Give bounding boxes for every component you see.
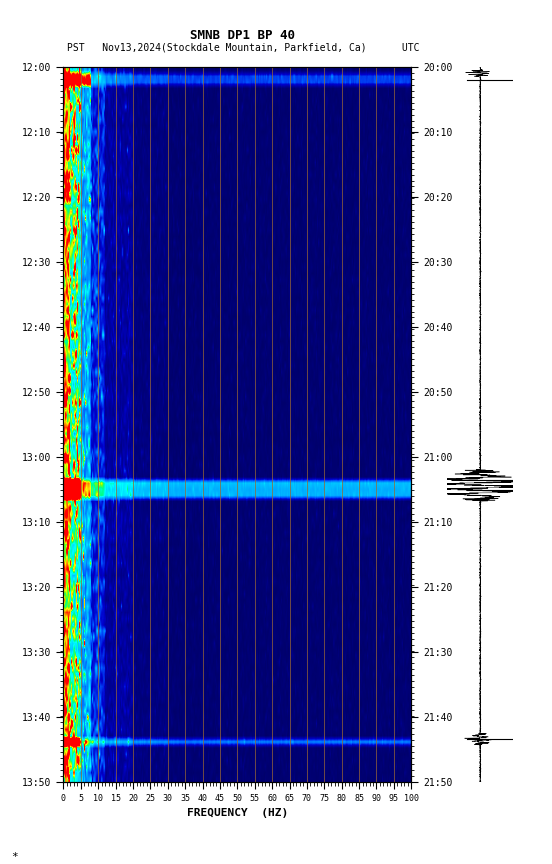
Text: PST   Nov13,2024(Stockdale Mountain, Parkfield, Ca)      UTC: PST Nov13,2024(Stockdale Mountain, Parkf… [67,42,419,53]
Text: SMNB DP1 BP 40: SMNB DP1 BP 40 [190,29,295,42]
X-axis label: FREQUENCY  (HZ): FREQUENCY (HZ) [187,809,288,818]
Text: *: * [11,852,18,861]
